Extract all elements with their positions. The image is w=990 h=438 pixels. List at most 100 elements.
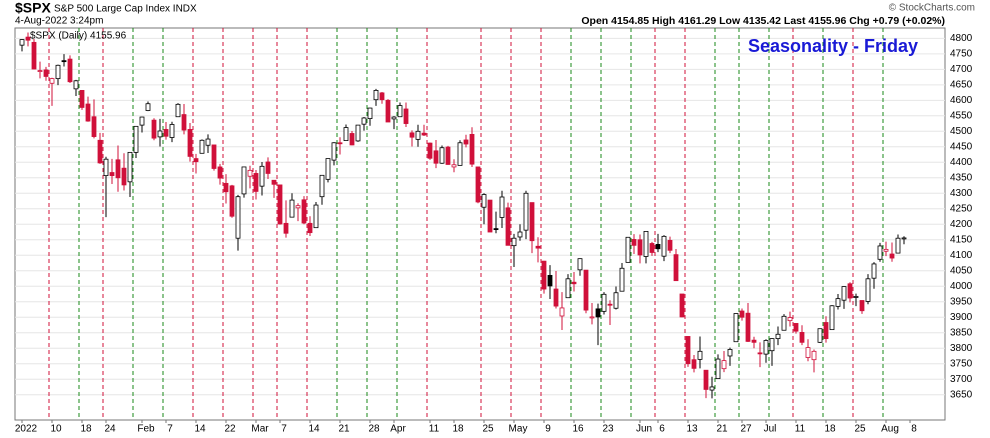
candle-body	[787, 317, 793, 322]
y-tick-label: 3800	[950, 343, 973, 354]
candle-body	[73, 80, 79, 90]
candle-body	[901, 237, 907, 240]
candle-body	[511, 237, 517, 247]
x-tick-label: Mar	[251, 424, 269, 435]
candle-body	[745, 312, 751, 342]
candle-body	[829, 305, 835, 331]
candle-body	[151, 119, 157, 139]
candle-body	[619, 267, 625, 292]
candle-body	[883, 248, 889, 252]
candle-body	[253, 173, 259, 192]
candle-body	[451, 164, 457, 168]
candle-body	[43, 69, 49, 77]
candle-body	[199, 139, 205, 154]
y-tick-label: 4300	[950, 188, 973, 199]
subtitle: S&P 500 Large Cap Index INDX	[54, 4, 197, 15]
x-tick-label: 16	[572, 424, 584, 435]
candle-body	[505, 207, 511, 246]
candle-body	[49, 78, 55, 84]
x-tick-label: 18	[824, 424, 836, 435]
candle-body	[871, 263, 877, 279]
x-tick-label: 28	[368, 424, 380, 435]
y-tick-label: 4100	[950, 250, 973, 261]
x-tick-label: 11	[429, 424, 440, 435]
x-tick-label: 25	[482, 424, 494, 435]
y-tick-label: 4200	[950, 219, 973, 230]
candle-body	[733, 313, 739, 343]
date: 4-Aug-2022 3:24pm	[15, 16, 103, 27]
candle-body	[361, 117, 367, 125]
candle-body	[277, 184, 283, 225]
candle-body	[325, 158, 331, 180]
candle-body	[847, 283, 853, 299]
candle-body	[103, 158, 109, 177]
x-tick-label: May	[509, 424, 528, 435]
x-tick-label: Aug	[881, 424, 899, 435]
candle-body	[559, 307, 565, 317]
candle-body	[685, 336, 691, 365]
x-tick-label: Jul	[764, 424, 777, 435]
x-tick-label: Jun	[636, 424, 652, 435]
candle-body	[211, 144, 217, 169]
candle-body	[547, 274, 553, 287]
candle-body	[715, 358, 721, 379]
candle-body	[457, 142, 463, 166]
candle-body	[247, 169, 253, 177]
x-tick-label: 10	[50, 424, 62, 435]
candle-body	[373, 90, 379, 101]
candle-body	[727, 349, 733, 357]
candle-body	[193, 158, 199, 163]
candle-body	[241, 166, 247, 195]
candle-body	[379, 92, 385, 101]
candle-body	[433, 150, 439, 164]
x-tick-label: 14	[308, 424, 320, 435]
candle-body	[397, 105, 403, 118]
candle-body	[583, 269, 589, 311]
x-tick-label: 24	[104, 424, 116, 435]
candle-body	[91, 116, 97, 137]
candle-body	[481, 194, 487, 208]
candle-body	[535, 245, 541, 249]
x-tick-label: Apr	[390, 424, 406, 435]
y-tick-label: 4500	[950, 126, 973, 137]
candle-body	[181, 114, 187, 131]
symbol: $SPX	[15, 0, 51, 16]
candle-body	[649, 243, 655, 253]
x-tick-label: 6	[659, 424, 665, 435]
candle-body	[607, 303, 613, 306]
y-tick-label: 3850	[950, 327, 973, 338]
candle-body	[697, 350, 703, 360]
candle-body	[85, 103, 91, 122]
candle-body	[289, 199, 295, 218]
candle-body	[331, 142, 337, 161]
y-tick-label: 3750	[950, 358, 973, 369]
y-tick-label: 3700	[950, 374, 973, 385]
y-tick-label: 4750	[950, 48, 973, 59]
candle-body	[571, 281, 577, 285]
candle-body	[859, 300, 865, 312]
candle-body	[799, 332, 805, 343]
candle-body	[409, 132, 415, 138]
candle-body	[337, 142, 343, 145]
y-tick-label: 4650	[950, 79, 973, 90]
plot-layer: 3650 3700 3750 3800 3850 3900 3950 4000 4050 4100…	[15, 28, 973, 435]
candle-body	[751, 339, 757, 343]
candle-body	[625, 236, 631, 263]
candle-body	[517, 231, 523, 238]
candle-body	[19, 39, 25, 46]
candle-body	[463, 139, 469, 145]
candle-body	[469, 134, 475, 165]
x-tick-label: 8	[911, 424, 917, 435]
candle-body	[37, 70, 43, 72]
x-tick-label: 11	[795, 424, 806, 435]
candle-body	[775, 333, 781, 340]
y-tick-label: 4000	[950, 281, 973, 292]
candle-body	[145, 103, 151, 111]
y-tick-label: 3650	[950, 389, 973, 400]
candle-body	[229, 185, 235, 217]
candle-body	[589, 316, 595, 319]
x-tick-label: 7	[167, 424, 173, 435]
candle-body	[493, 228, 499, 231]
y-tick-label: 4600	[950, 95, 973, 106]
